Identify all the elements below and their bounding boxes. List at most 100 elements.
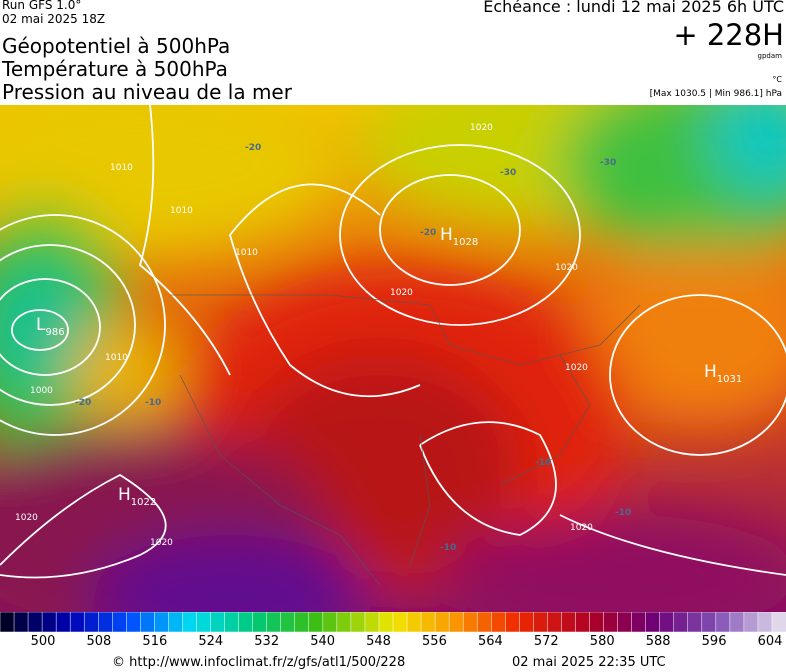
center-symbol: H (118, 485, 131, 505)
colorbar (0, 612, 786, 632)
colorbar-cell (336, 612, 352, 632)
colorbar-cell (645, 612, 661, 632)
colorbar-cell (715, 612, 731, 632)
colorbar-label: 500 (30, 634, 56, 649)
colorbar-cell (491, 612, 507, 632)
isobar-label: 1010 (170, 206, 193, 216)
pressure-center: H1028 (440, 225, 478, 248)
colorbar-cell (280, 612, 296, 632)
colorbar-cell (168, 612, 184, 632)
colorbar-label: 508 (86, 634, 112, 649)
colorbar-cell (505, 612, 521, 632)
isobar-label: 1020 (565, 363, 588, 373)
center-symbol: H (440, 225, 453, 245)
colorbar-cell (41, 612, 57, 632)
colorbar-cell (98, 612, 114, 632)
colorbar-cell (729, 612, 745, 632)
colorbar-labels: 500 508 516 524 532 540 548 556 564 572 580 588 596 6… (0, 634, 786, 654)
pressure-center: H1022 (118, 485, 156, 508)
colorbar-cell (420, 612, 436, 632)
pressure-center: L986 (36, 315, 65, 338)
colorbar-cell (350, 612, 366, 632)
colorbar-cell (462, 612, 478, 632)
temp-label: -30 (600, 158, 616, 168)
colorbar-cell (140, 612, 156, 632)
colorbar-cell (294, 612, 310, 632)
colorbar-label: 516 (142, 634, 168, 649)
temp-label: -20 (245, 143, 261, 153)
colorbar-cell (603, 612, 619, 632)
isobar-label: 1010 (235, 248, 258, 258)
isobar-label: 1020 (150, 538, 173, 548)
center-value: 1022 (131, 497, 156, 508)
colorbar-cell (533, 612, 549, 632)
isobar-label: 1020 (555, 263, 578, 273)
colorbar-cell (308, 612, 324, 632)
temp-label: -10 (440, 543, 456, 553)
colorbar-cell (112, 612, 128, 632)
colorbar-cell (238, 612, 254, 632)
colorbar-label: 596 (701, 634, 727, 649)
colorbar-cell (448, 612, 464, 632)
colorbar-cell (631, 612, 647, 632)
colorbar-cell (154, 612, 170, 632)
colorbar-cell (434, 612, 450, 632)
colorbar-label: 540 (310, 634, 336, 649)
temp-label: -10 (615, 508, 631, 518)
isobar-label: 1020 (15, 513, 38, 523)
map: L986H1028H1031H1022102010101010101010001… (0, 105, 786, 612)
colorbar-cell (673, 612, 689, 632)
colorbar-cell (701, 612, 717, 632)
colorbar-label: 564 (477, 634, 503, 649)
colorbar-cell (378, 612, 394, 632)
echeance: Échéance : lundi 12 mai 2025 6h UTC (483, 0, 784, 16)
colorbar-cell (476, 612, 493, 632)
colorbar-label: 580 (589, 634, 615, 649)
run-date: 02 mai 2025 18Z (2, 12, 106, 26)
colorbar-cell (126, 612, 142, 632)
isobar-label: 1020 (570, 523, 593, 533)
pressure-range: [Max 1030.5 | Min 986.1] hPa (649, 89, 782, 99)
temp-label: -20 (75, 398, 91, 408)
colorbar-cell (757, 612, 773, 632)
title: Température à 500hPa (2, 57, 228, 81)
colorbar-cell (392, 612, 408, 632)
title: Géopotentiel à 500hPa (2, 34, 231, 58)
unit: gpdam (757, 52, 782, 60)
pressure-center: H1031 (704, 362, 742, 385)
source: © http://www.infoclimat.fr/z/gfs/atl1/50… (112, 655, 406, 670)
unit: °C (772, 75, 782, 84)
colorbar-cell (406, 612, 422, 632)
colorbar-label: 604 (757, 634, 783, 649)
center-value: 1031 (717, 374, 742, 385)
center-symbol: L (36, 315, 46, 335)
colorbar-cell (196, 612, 212, 632)
colorbar-cell (210, 612, 226, 632)
colorbar-cell (617, 612, 633, 632)
isobar-label: 1000 (30, 386, 53, 396)
colorbar-label: 588 (645, 634, 671, 649)
isobar-label: 1010 (110, 163, 133, 173)
colorbar-cell (13, 612, 29, 632)
temp-label: -10 (145, 398, 161, 408)
run: Run GFS 1.0° (2, 0, 82, 12)
colorbar-cell (266, 612, 282, 632)
center-value: 986 (45, 327, 64, 338)
colorbar-label: 548 (366, 634, 391, 649)
colorbar-cell (224, 612, 240, 632)
temp-label: -30 (500, 168, 516, 178)
isobar-label: 1020 (470, 123, 493, 133)
colorbar-cell (561, 612, 577, 632)
colorbar-cell (364, 612, 380, 632)
colorbar-label: 556 (422, 634, 447, 649)
center-symbol: H (704, 362, 717, 382)
colorbar-label: 524 (198, 634, 224, 649)
temp-label: -10 (535, 458, 551, 468)
colorbar-cell (83, 612, 100, 632)
colorbar-label: 572 (533, 634, 559, 649)
title: Pression au niveau de la mer (2, 80, 292, 104)
colorbar-cell (0, 612, 15, 632)
colorbar-cell (575, 612, 591, 632)
colorbar-cell (27, 612, 43, 632)
